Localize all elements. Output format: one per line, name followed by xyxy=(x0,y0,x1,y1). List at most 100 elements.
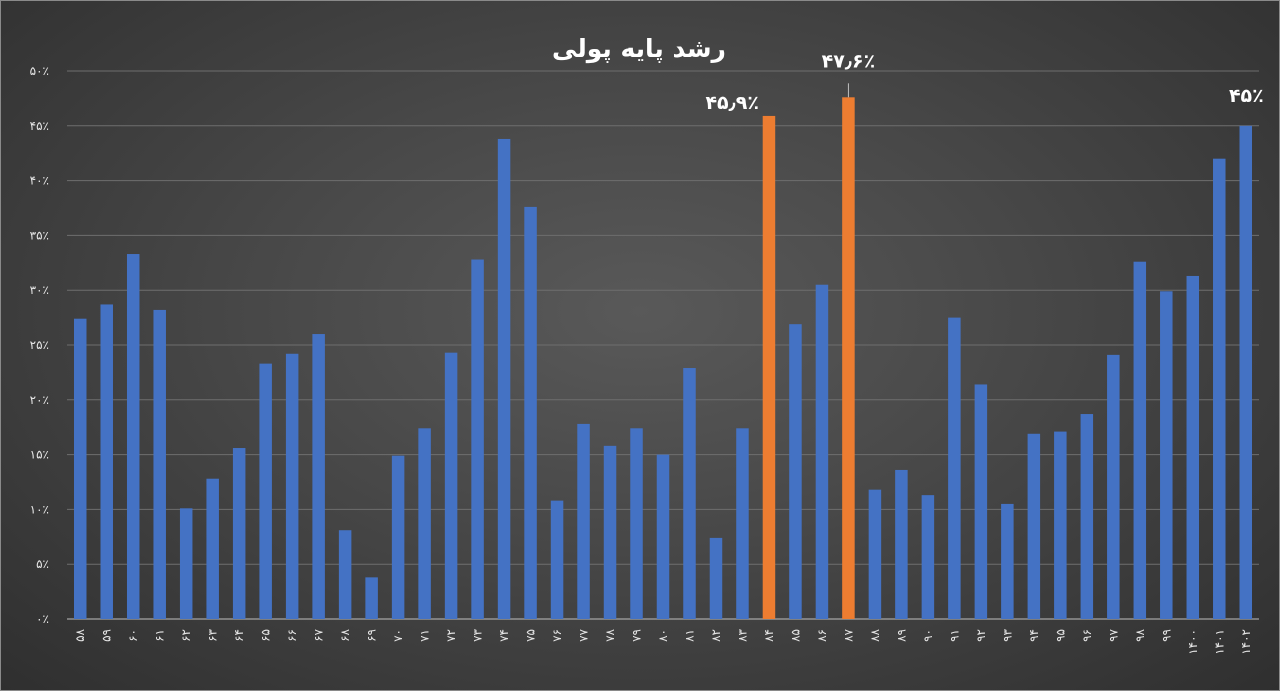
bar xyxy=(656,454,670,619)
bar xyxy=(338,530,352,619)
bar xyxy=(73,318,87,619)
x-tick-label: ۷۶ xyxy=(550,629,564,642)
x-tick-label: ۹۵ xyxy=(1053,629,1067,642)
data-label: ۴۵٫۹٪ xyxy=(705,92,759,114)
bar xyxy=(789,324,802,619)
x-tick-label: ۷۹ xyxy=(630,629,644,642)
y-tick-label: ۴۰٪ xyxy=(30,174,49,188)
bar xyxy=(974,384,988,619)
bar xyxy=(1001,503,1014,619)
x-tick-label: ۶۶ xyxy=(285,629,299,642)
bar xyxy=(921,495,935,619)
x-tick-label: ۶۷ xyxy=(312,628,326,641)
x-tick-label: ۸۱ xyxy=(682,629,696,642)
x-tick-label: ۶۰ xyxy=(126,629,140,642)
x-tick-label: ۷۰ xyxy=(391,629,405,642)
x-tick-label: ۶۹ xyxy=(365,629,379,642)
y-tick-label: ۲۵٪ xyxy=(30,338,49,352)
x-tick-label: ۱۴۰۱ xyxy=(1212,629,1226,655)
x-tick-label: ۸۸ xyxy=(868,628,882,641)
bar xyxy=(312,334,325,619)
x-tick-label: ۷۵ xyxy=(524,629,538,642)
bar xyxy=(179,508,193,619)
x-tick-label: ۹۶ xyxy=(1080,629,1094,642)
x-tick-label: ۹۸ xyxy=(1133,628,1147,641)
bar xyxy=(1080,414,1094,619)
bar xyxy=(1027,433,1041,619)
bar xyxy=(948,317,961,619)
bar xyxy=(206,478,219,619)
x-tick-label: ۶۸ xyxy=(338,628,352,641)
y-tick-label: ۵۰٪ xyxy=(30,64,49,78)
x-tick-label: ۸۵ xyxy=(788,629,802,642)
bar xyxy=(1054,431,1067,619)
x-tick-label: ۶۲ xyxy=(179,629,193,642)
x-tick-label: ۹۱ xyxy=(947,629,961,642)
y-tick-label: ۱۵٪ xyxy=(30,448,49,462)
bar xyxy=(232,448,246,619)
y-tick-label: ۴۵٪ xyxy=(30,119,49,133)
x-tick-label: ۷۳ xyxy=(471,628,485,641)
x-tick-label: ۱۴۰۲ xyxy=(1239,629,1253,655)
bar xyxy=(683,368,696,619)
x-tick-label: ۶۵ xyxy=(259,629,273,642)
bar xyxy=(100,304,113,619)
bar-highlighted xyxy=(762,115,776,619)
y-tick-label: ۲۰٪ xyxy=(30,393,49,407)
x-tick-label: ۷۲ xyxy=(444,629,458,642)
data-label: ۴۵٪ xyxy=(1229,85,1264,107)
y-tick-label: ۳۰٪ xyxy=(30,283,49,297)
bar xyxy=(603,445,617,619)
bar xyxy=(1107,354,1120,619)
y-tick-label: ۱۰٪ xyxy=(30,502,49,516)
x-tick-label: ۹۰ xyxy=(921,629,935,642)
bar xyxy=(1160,291,1173,619)
bar xyxy=(895,469,908,619)
bar xyxy=(1133,261,1147,619)
bar xyxy=(126,254,140,620)
bar xyxy=(1186,275,1200,619)
x-tick-label: ۷۱ xyxy=(418,629,432,642)
bar xyxy=(153,309,166,619)
x-tick-label: ۹۹ xyxy=(1159,629,1173,642)
x-tick-label: ۷۴ xyxy=(497,629,511,642)
x-tick-label: ۵۹ xyxy=(100,629,114,642)
bar xyxy=(815,284,829,619)
x-tick-label: ۸۲ xyxy=(709,629,723,642)
bars xyxy=(73,97,1253,620)
bar xyxy=(868,489,882,619)
y-tick-label: ۵٪ xyxy=(36,557,49,571)
bar xyxy=(418,428,431,619)
chart-title: رشد پایه پولی xyxy=(552,34,726,64)
x-tick-label: ۷۸ xyxy=(603,628,617,641)
bar-highlighted xyxy=(842,97,855,619)
bar xyxy=(471,259,484,619)
x-tick-label: ۸۹ xyxy=(894,629,908,642)
bar xyxy=(736,428,749,619)
x-tick-label: ۸۷ xyxy=(841,628,855,641)
bar xyxy=(1213,158,1226,619)
bar xyxy=(630,428,643,619)
x-tick-label: ۷۷ xyxy=(577,628,591,641)
bar xyxy=(1239,125,1253,620)
data-annotations: ۴۵٫۹٪ ۴۷٫۶٪ ۴۵٪ xyxy=(705,50,1263,114)
bar xyxy=(524,206,537,620)
y-tick-label: ۰٪ xyxy=(36,612,49,626)
bar xyxy=(259,363,272,619)
x-tick-label: ۸۴ xyxy=(762,629,776,642)
y-axis-tick-labels: ۰٪ ۵٪ ۱۰٪ ۱۵٪ ۲۰٪ ۲۵٪ ۳۰٪ ۳۵٪ ۴۰٪ ۴۵٪ ۵۰٪ xyxy=(30,64,49,626)
data-label: ۴۷٫۶٪ xyxy=(822,50,876,72)
x-tick-label: ۸۳ xyxy=(735,628,749,641)
x-tick-label: ۹۴ xyxy=(1027,629,1041,642)
x-axis-tick-labels: ۵۸ ۵۹ ۶۰ ۶۱ ۶۲ ۶۳ ۶۴ ۶۵ ۶۶ ۶۷ ۶۸ ۶۹ ۷۰ ۷۱ ۷۲ ۷۳ ۷۴ ۷۵ ۷۶ ۷۷… xyxy=(73,628,1253,654)
bar xyxy=(550,500,564,619)
x-tick-label: ۱۴۰۰ xyxy=(1186,629,1200,655)
x-tick-label: ۶۴ xyxy=(232,629,246,642)
bar xyxy=(577,423,590,619)
y-tick-label: ۳۵٪ xyxy=(30,228,49,242)
bar xyxy=(365,577,378,619)
x-tick-label: ۹۷ xyxy=(1106,628,1120,641)
bar xyxy=(391,455,405,619)
